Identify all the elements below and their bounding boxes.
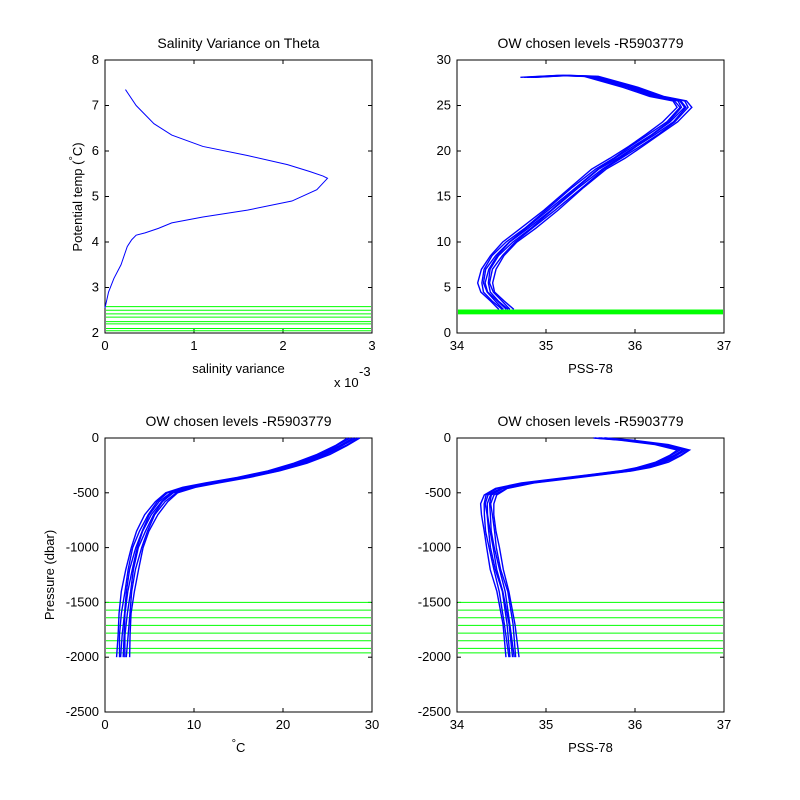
y-axis-label-unit: C) (70, 142, 85, 156)
profile-line (488, 74, 689, 310)
x-axis-multiplier: x 10 (334, 375, 359, 390)
y-tick-label: 3 (92, 280, 99, 295)
y-axis-label: Potential temp (°C) (68, 142, 85, 251)
x-axis-label: °C (232, 738, 246, 755)
x-axis-label-degree: ° (232, 738, 236, 750)
x-axis-label: salinity variance (192, 361, 285, 376)
y-tick-label: 0 (444, 325, 451, 340)
y-tick-label: -500 (73, 485, 99, 500)
plot-frame (456, 437, 725, 713)
x-tick-label: 0 (101, 338, 108, 353)
x-axis-multiplier-exponent: -3 (359, 364, 371, 379)
profile-line (125, 437, 359, 658)
subplot-3: OW chosen levels -R5903779 0 10 20 30 -2500 -2… (42, 413, 379, 755)
y-tick-label: 20 (437, 143, 451, 158)
variance-line (104, 89, 329, 309)
x-tick-label: 10 (187, 717, 201, 732)
x-tick-label: 0 (101, 717, 108, 732)
y-tick-label: -500 (425, 485, 451, 500)
y-tick-label: 7 (92, 98, 99, 113)
y-tick-label: -1500 (66, 594, 99, 609)
subplot-1: Salinity Variance on Theta 0 1 2 3 2 3 4 5 6 7 8 sal… (68, 35, 376, 390)
profile-line (128, 437, 361, 658)
y-tick-label: 6 (92, 143, 99, 158)
profile-line (491, 74, 693, 310)
x-tick-label: 20 (276, 717, 290, 732)
x-tick-label: 36 (628, 338, 642, 353)
profile-line (493, 437, 692, 658)
y-tick-label: 2 (92, 325, 99, 340)
subplot-2: OW chosen levels -R5903779 34 35 36 37 0 5 10 15… (437, 35, 732, 376)
x-tick-label: 37 (717, 338, 731, 353)
y-axis-label-main: Potential temp ( (70, 160, 85, 252)
chart-title: OW chosen levels -R5903779 (498, 413, 684, 429)
chart-title: Salinity Variance on Theta (157, 35, 319, 51)
profile-line (481, 74, 681, 310)
plot-frame (104, 437, 373, 713)
y-tick-label: 0 (92, 430, 99, 445)
y-tick-label: -2000 (66, 649, 99, 664)
x-tick-label: 37 (717, 717, 731, 732)
x-axis-label: PSS-78 (568, 740, 613, 755)
y-tick-label: -2000 (418, 649, 451, 664)
x-tick-label: 34 (450, 338, 464, 353)
y-tick-label: 0 (444, 430, 451, 445)
profile-line (484, 74, 686, 310)
x-tick-label: 35 (539, 338, 553, 353)
y-tick-label: 8 (92, 52, 99, 67)
chart-title: OW chosen levels -R5903779 (146, 413, 332, 429)
x-axis-label-unit: C (236, 740, 245, 755)
profile-line (122, 437, 354, 658)
x-axis-label: PSS-78 (568, 361, 613, 376)
y-tick-label: -1000 (66, 540, 99, 555)
y-tick-label: -1000 (418, 540, 451, 555)
y-tick-label: 5 (92, 189, 99, 204)
x-tick-label: 35 (539, 717, 553, 732)
y-tick-label: -1500 (418, 594, 451, 609)
x-tick-label: 2 (279, 338, 286, 353)
y-tick-label: 4 (92, 234, 99, 249)
y-tick-label: 5 (444, 280, 451, 295)
y-tick-label: -2500 (418, 704, 451, 719)
y-tick-label: 10 (437, 234, 451, 249)
x-tick-label: 34 (450, 717, 464, 732)
y-tick-label: 30 (437, 52, 451, 67)
x-tick-label: 1 (190, 338, 197, 353)
profile-line (115, 437, 348, 658)
y-tick-label: 15 (437, 189, 451, 204)
y-tick-label: -2500 (66, 704, 99, 719)
chart-title: OW chosen levels -R5903779 (498, 35, 684, 51)
y-axis-label-degree: ° (68, 156, 80, 160)
subplot-4: OW chosen levels -R5903779 34 35 36 37 -2500 -… (418, 413, 731, 755)
x-tick-label: 3 (368, 338, 375, 353)
x-tick-label: 30 (365, 717, 379, 732)
y-tick-label: 25 (437, 98, 451, 113)
x-tick-label: 36 (628, 717, 642, 732)
chosen-level-band (458, 309, 723, 315)
y-axis-label: Pressure (dbar) (42, 530, 57, 620)
profile-line (476, 74, 678, 310)
